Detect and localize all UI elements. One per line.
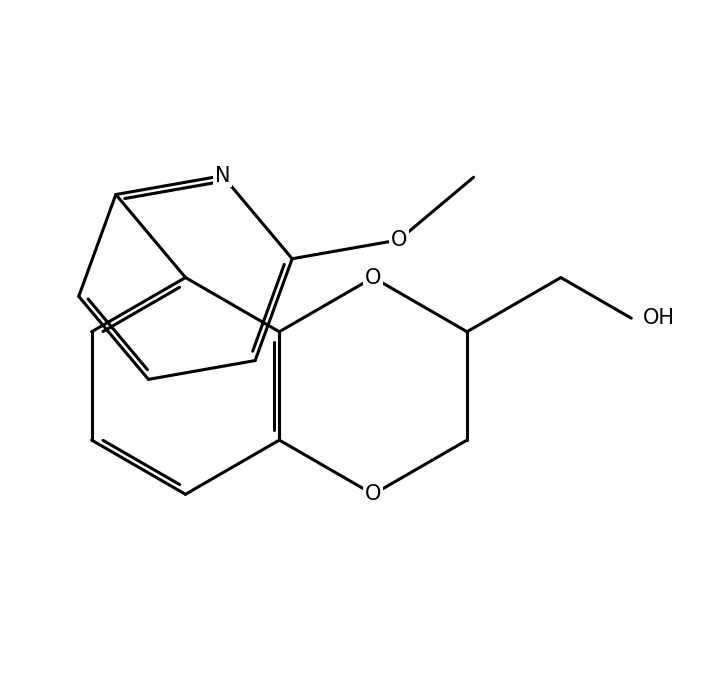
Text: O: O [365, 267, 381, 288]
Text: O: O [365, 484, 381, 504]
Text: O: O [391, 230, 407, 250]
Text: OH: OH [643, 308, 675, 328]
Text: N: N [215, 166, 231, 186]
